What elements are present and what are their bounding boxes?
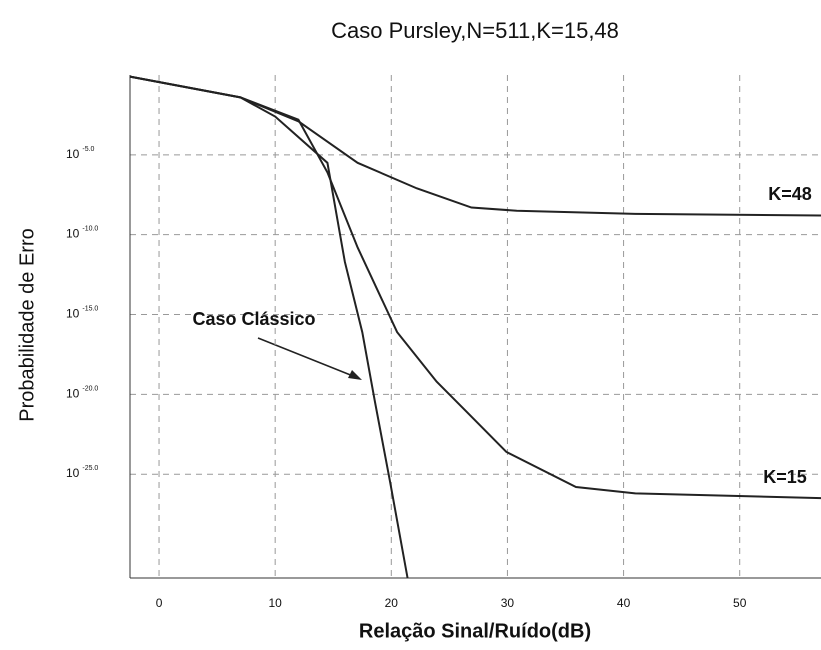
y-tick-exponent: -5.0: [82, 146, 94, 153]
x-tick-label: 40: [617, 596, 631, 610]
line-series: [129, 75, 409, 579]
y-tick-label: 10 -20.0: [66, 385, 98, 400]
x-axis-label: Relação Sinal/Ruído(dB): [359, 620, 591, 642]
x-tick-label: 20: [385, 596, 399, 610]
y-tick-exponent: -25.0: [82, 465, 98, 472]
x-tick-label: 50: [733, 596, 747, 610]
y-tick-exponent: -15.0: [82, 305, 98, 312]
y-tick-label: 10 -25.0: [66, 465, 98, 480]
x-tick-label: 10: [268, 596, 282, 610]
arrow-head: [348, 370, 362, 380]
chart-title: Caso Pursley,N=511,K=15,48: [331, 18, 619, 43]
y-tick-base: 10: [66, 466, 80, 480]
y-tick-base: 10: [66, 147, 80, 161]
y-tick-label: 10 -5.0: [66, 146, 95, 161]
y-axis-label: Probabilidade de Erro: [16, 228, 38, 421]
y-tick-base: 10: [66, 307, 80, 321]
x-tick-label: 30: [501, 596, 515, 610]
y-tick-label: 10 -15.0: [66, 305, 98, 320]
legend-label: K=15: [763, 467, 807, 487]
line-series: [129, 75, 821, 500]
x-tick-label: 0: [156, 596, 163, 610]
y-tick-label: 10 -10.0: [66, 226, 98, 241]
line-series: [129, 75, 821, 217]
legend-label: Caso Clássico: [192, 309, 315, 329]
y-tick-base: 10: [66, 387, 80, 401]
y-tick-exponent: -10.0: [82, 226, 98, 233]
legend-label: K=48: [768, 184, 812, 204]
y-tick-exponent: -20.0: [82, 385, 98, 392]
annotation-arrow: [257, 337, 359, 379]
y-tick-base: 10: [66, 227, 80, 241]
